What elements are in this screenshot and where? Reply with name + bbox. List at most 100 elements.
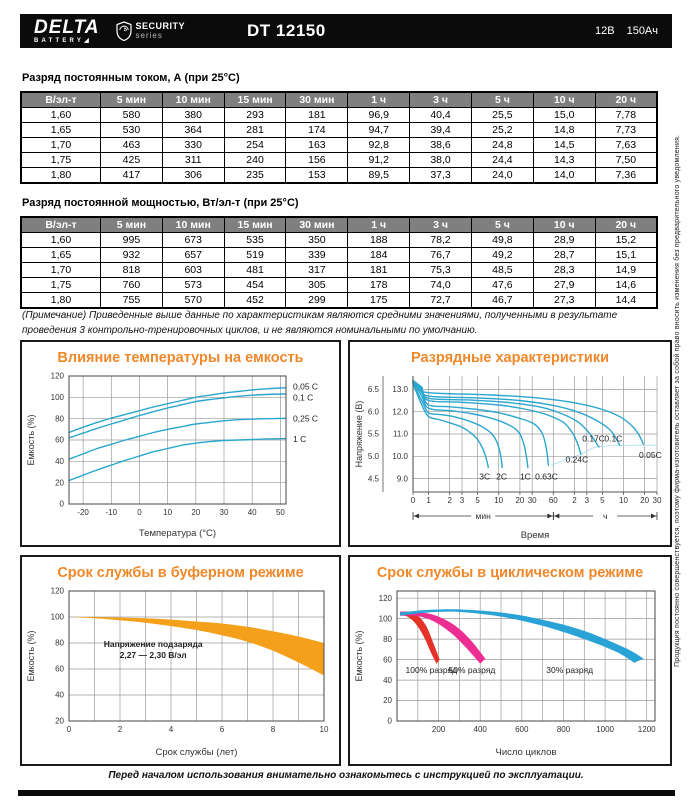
table-cell: 673 [161, 232, 225, 248]
table-cell: 350 [285, 232, 349, 248]
table-cell: 14,8 [532, 122, 596, 138]
table-row: 1,60 580 380 293 181 96,9 40,4 25,5 15,0 7,78 [20, 107, 658, 123]
table-cell: 1,70 [20, 137, 101, 153]
header-bar: DELTA BATTERY◢ SECURITY series DT 12150 … [20, 14, 672, 48]
table-cell: 181 [285, 107, 349, 123]
series-name: SECURITY [135, 21, 186, 31]
curve-label: 1C [520, 471, 531, 481]
table-cell: 1,65 [20, 122, 101, 138]
svg-text:0: 0 [67, 725, 72, 734]
table-cell: 1,75 [20, 277, 101, 293]
svg-text:100: 100 [379, 614, 393, 623]
table-cell: 1,60 [20, 107, 101, 123]
series-1C [412, 382, 529, 469]
axis-span-мин: мин [412, 510, 554, 521]
axis-span-ч: ч [552, 510, 658, 521]
svg-text:13.0: 13.0 [392, 385, 408, 394]
table-cell: 14,6 [594, 277, 658, 293]
table-cell: 380 [161, 107, 225, 123]
table-cell: 573 [161, 277, 225, 293]
table-cell: 15,2 [594, 232, 658, 248]
table-cell: 46,7 [470, 292, 534, 309]
curve-label: 30% разряд [546, 665, 593, 675]
svg-text:мин: мин [476, 511, 492, 521]
table-cell: 156 [285, 152, 349, 168]
series-0.24C [412, 380, 582, 455]
svg-text:20: 20 [640, 496, 649, 505]
table-cell: 1,65 [20, 247, 101, 263]
svg-text:60: 60 [55, 665, 64, 674]
table-cell: 24,0 [470, 167, 534, 184]
chart-title-cyclic-life: Срок службы в циклическом режиме [376, 565, 644, 581]
svg-text:50: 50 [276, 508, 285, 517]
table-cell: 27,9 [532, 277, 596, 293]
y-axis-label: Напряжение (В) [354, 401, 364, 468]
table-cell: 305 [285, 277, 349, 293]
table-cell: 299 [285, 292, 349, 309]
svg-text:200: 200 [432, 725, 446, 734]
table-cell: 175 [347, 292, 411, 309]
table-cell: 184 [347, 247, 411, 263]
series-label: 0,1 C [293, 392, 313, 402]
series-0,1 C [68, 393, 287, 439]
brand-text: DELTA [34, 17, 100, 38]
svg-text:40: 40 [383, 676, 392, 685]
delta-logo: DELTA BATTERY◢ [34, 18, 100, 44]
table-cell: 281 [223, 122, 287, 138]
annotation-text: Напряжение подзаряда [104, 639, 203, 649]
svg-text:5: 5 [475, 496, 480, 505]
series-2C [412, 383, 503, 469]
table1-title: Разряд постоянным током, А (при 25°C) [22, 72, 240, 84]
column-header: 3 ч [409, 216, 472, 233]
table-cell: 27,3 [532, 292, 596, 309]
table-cell: 7,73 [594, 122, 658, 138]
table-cell: 153 [285, 167, 349, 184]
svg-text:80: 80 [383, 635, 392, 644]
table-cell: 1,80 [20, 167, 101, 184]
svg-text:30: 30 [653, 496, 662, 505]
table-cell: 932 [100, 247, 163, 263]
table-row: 1,80 755 570 452 299 175 72,7 46,7 27,3 14,4 [20, 292, 658, 309]
table-cell: 188 [347, 232, 411, 248]
svg-text:5: 5 [600, 496, 605, 505]
table-cell: 38,6 [409, 137, 472, 153]
column-header: 10 мин [161, 216, 225, 233]
table-cell: 535 [223, 232, 287, 248]
column-header: 15 мин [223, 91, 287, 108]
table-cell: 14,5 [532, 137, 596, 153]
series-sub: series [135, 31, 163, 40]
table-cell: 49,2 [470, 247, 534, 263]
svg-text:1200: 1200 [638, 725, 656, 734]
column-header: 10 мин [161, 91, 225, 108]
svg-text:400: 400 [474, 725, 488, 734]
cyclic-life-chart: 200 400 600 800 1000 1200 0 20 40 60 80 100 120 Емкос… [354, 590, 656, 758]
x-tick-labels: 200 400 600 800 1000 1200 [432, 725, 656, 734]
table-cell: 425 [100, 152, 163, 168]
table-cell: 317 [285, 262, 349, 278]
series-0.63C [412, 382, 550, 466]
series-0,25 C [68, 417, 287, 460]
table-cell: 580 [100, 107, 163, 123]
svg-text:2: 2 [572, 496, 577, 505]
svg-text:5.0: 5.0 [368, 452, 380, 461]
y-tick-labels: 0 20 40 60 80 100 120 [379, 594, 393, 726]
series-0.05C [412, 379, 644, 445]
table-cell: 75,3 [409, 262, 472, 278]
svg-text:4: 4 [169, 725, 174, 734]
chart-box-cyclic-life: Срок службы в циклическом режиме 200 400 6… [348, 555, 672, 766]
table-row: 1,65 932 657 519 339 184 76,7 49,2 28,7 15,1 [20, 247, 658, 263]
column-header: 5 ч [470, 216, 534, 233]
column-header: 1 ч [347, 91, 411, 108]
table-cell: 463 [100, 137, 163, 153]
spec-capacity: 150Ач [626, 25, 658, 37]
table-row: 1,75 760 573 454 305 178 74,0 47,6 27,9 14,6 [20, 277, 658, 293]
curve-label: 0.1C [604, 434, 622, 444]
svg-text:ч: ч [603, 511, 607, 521]
table-cell: 92,8 [347, 137, 411, 153]
table-cell: 311 [161, 152, 225, 168]
band-discharge-30 [400, 609, 644, 663]
y-axis-label: Емкость (%) [26, 630, 36, 681]
table-cell: 755 [100, 292, 163, 309]
table-cell: 657 [161, 247, 225, 263]
